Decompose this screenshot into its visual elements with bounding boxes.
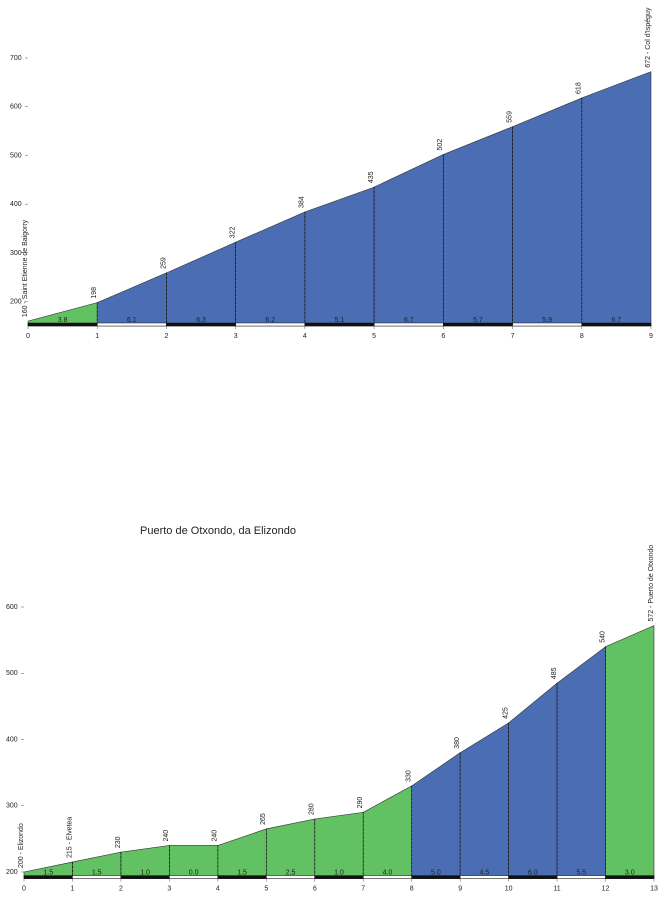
- x-tick-label: 6: [313, 885, 317, 892]
- gradient-label: 2.5: [286, 869, 296, 876]
- gradient-label: 4.5: [480, 869, 490, 876]
- value-label: 240: [163, 830, 170, 842]
- x-tick-label: 4: [303, 333, 307, 340]
- x-tick-label: 2: [164, 333, 168, 340]
- gradient-label: 5.1: [335, 317, 345, 324]
- gradient-label: 6.7: [404, 317, 414, 324]
- x-tick-label: 0: [26, 333, 30, 340]
- y-tick-label: 600: [6, 604, 18, 611]
- x-tick-label: 5: [264, 885, 268, 892]
- segment-area: [373, 154, 444, 327]
- segment-area: [304, 186, 375, 327]
- gradient-label: 5.0: [431, 869, 441, 876]
- value-label: 485: [551, 667, 558, 679]
- x-tick-label: 8: [410, 885, 414, 892]
- y-tick-label: 300: [10, 250, 22, 257]
- value-label: 330: [406, 770, 413, 782]
- value-label: 200 - Elizondo: [18, 823, 25, 868]
- gradient-label: 1.5: [43, 869, 53, 876]
- value-label: 280: [309, 803, 316, 815]
- gradient-label: 3.8: [58, 317, 68, 324]
- gradient-label: 5.9: [542, 317, 552, 324]
- x-tick-label: 7: [361, 885, 365, 892]
- y-tick-label: 500: [10, 152, 22, 159]
- value-label: 672 - Col d'Ispéguy: [645, 7, 652, 68]
- x-tick-label: 8: [580, 333, 584, 340]
- segment-area: [411, 752, 461, 879]
- value-label: 290: [357, 797, 364, 809]
- value-label: 572 - Puerto de Otxondo: [648, 545, 655, 622]
- x-tick-label: 3: [167, 885, 171, 892]
- value-label: 322: [230, 226, 237, 238]
- segment-area: [235, 211, 306, 327]
- value-label: 435: [368, 171, 375, 183]
- value-label: 502: [437, 139, 444, 151]
- gradient-label: 6.2: [265, 317, 275, 324]
- x-tick-label: 11: [553, 885, 560, 892]
- gradient-label: 0.0: [189, 869, 199, 876]
- y-tick-label: 400: [6, 736, 18, 743]
- x-tick-label: 1: [95, 333, 99, 340]
- gradient-label: 6.1: [127, 317, 137, 324]
- gradient-label: 1.5: [237, 869, 247, 876]
- gradient-label: 5.5: [576, 869, 586, 876]
- y-tick-label: 500: [6, 670, 18, 677]
- x-tick-label: 12: [602, 885, 610, 892]
- gradient-label: 3.0: [625, 869, 635, 876]
- y-tick-label: 200: [10, 298, 22, 305]
- segment-area: [556, 646, 606, 879]
- gradient-label: 6.0: [528, 869, 538, 876]
- x-tick-label: 5: [372, 333, 376, 340]
- gradient-label: 1.0: [334, 869, 344, 876]
- x-tick-label: 2: [119, 885, 123, 892]
- km-bar: [605, 875, 655, 879]
- y-tick-label: 300: [6, 803, 18, 810]
- segment-area: [508, 682, 558, 879]
- x-tick-label: 0: [22, 885, 26, 892]
- value-label: 425: [502, 707, 509, 719]
- value-label: 618: [576, 82, 583, 94]
- gradient-label: 1.5: [92, 869, 102, 876]
- segment-area: [605, 625, 655, 879]
- x-tick-label: 10: [505, 885, 513, 892]
- gradient-label: 1.0: [140, 869, 150, 876]
- y-tick-label: 600: [10, 104, 22, 111]
- km-bar: [581, 322, 652, 327]
- x-tick-label: 1: [71, 885, 75, 892]
- value-label: 559: [506, 111, 513, 123]
- y-tick-label: 200: [6, 869, 18, 876]
- value-label: 198: [91, 287, 98, 299]
- gradient-label: 5.7: [473, 317, 483, 324]
- segment-area: [581, 71, 652, 327]
- x-tick-label: 3: [234, 333, 238, 340]
- chart-title: Puerto de Otxondo, da Elizondo: [140, 525, 296, 537]
- x-tick-label: 9: [458, 885, 462, 892]
- x-tick-label: 7: [511, 333, 515, 340]
- y-tick-label: 700: [10, 55, 22, 62]
- value-label: 265: [260, 813, 267, 825]
- value-label: 160 - Saint Etienne de Baigorry: [22, 219, 29, 317]
- gradient-label: 6.3: [196, 317, 206, 324]
- value-label: 240: [212, 830, 219, 842]
- value-label: 384: [299, 196, 306, 208]
- gradient-label: 4.0: [383, 869, 393, 876]
- value-label: 230: [115, 836, 122, 848]
- value-label: 259: [160, 257, 167, 269]
- y-tick-label: 400: [10, 201, 22, 208]
- value-label: 215 - Elvetea: [66, 817, 73, 858]
- value-label: 540: [599, 631, 606, 643]
- segment-area: [362, 785, 412, 879]
- gradient-label: 6.7: [612, 317, 622, 324]
- x-tick-label: 9: [649, 333, 653, 340]
- x-tick-label: 6: [441, 333, 445, 340]
- segment-area: [512, 97, 583, 327]
- segment-area: [166, 241, 236, 327]
- x-tick-label: 4: [216, 885, 220, 892]
- value-label: 380: [454, 737, 461, 749]
- segment-area: [459, 722, 509, 879]
- x-tick-label: 13: [650, 885, 658, 892]
- segment-area: [443, 126, 513, 327]
